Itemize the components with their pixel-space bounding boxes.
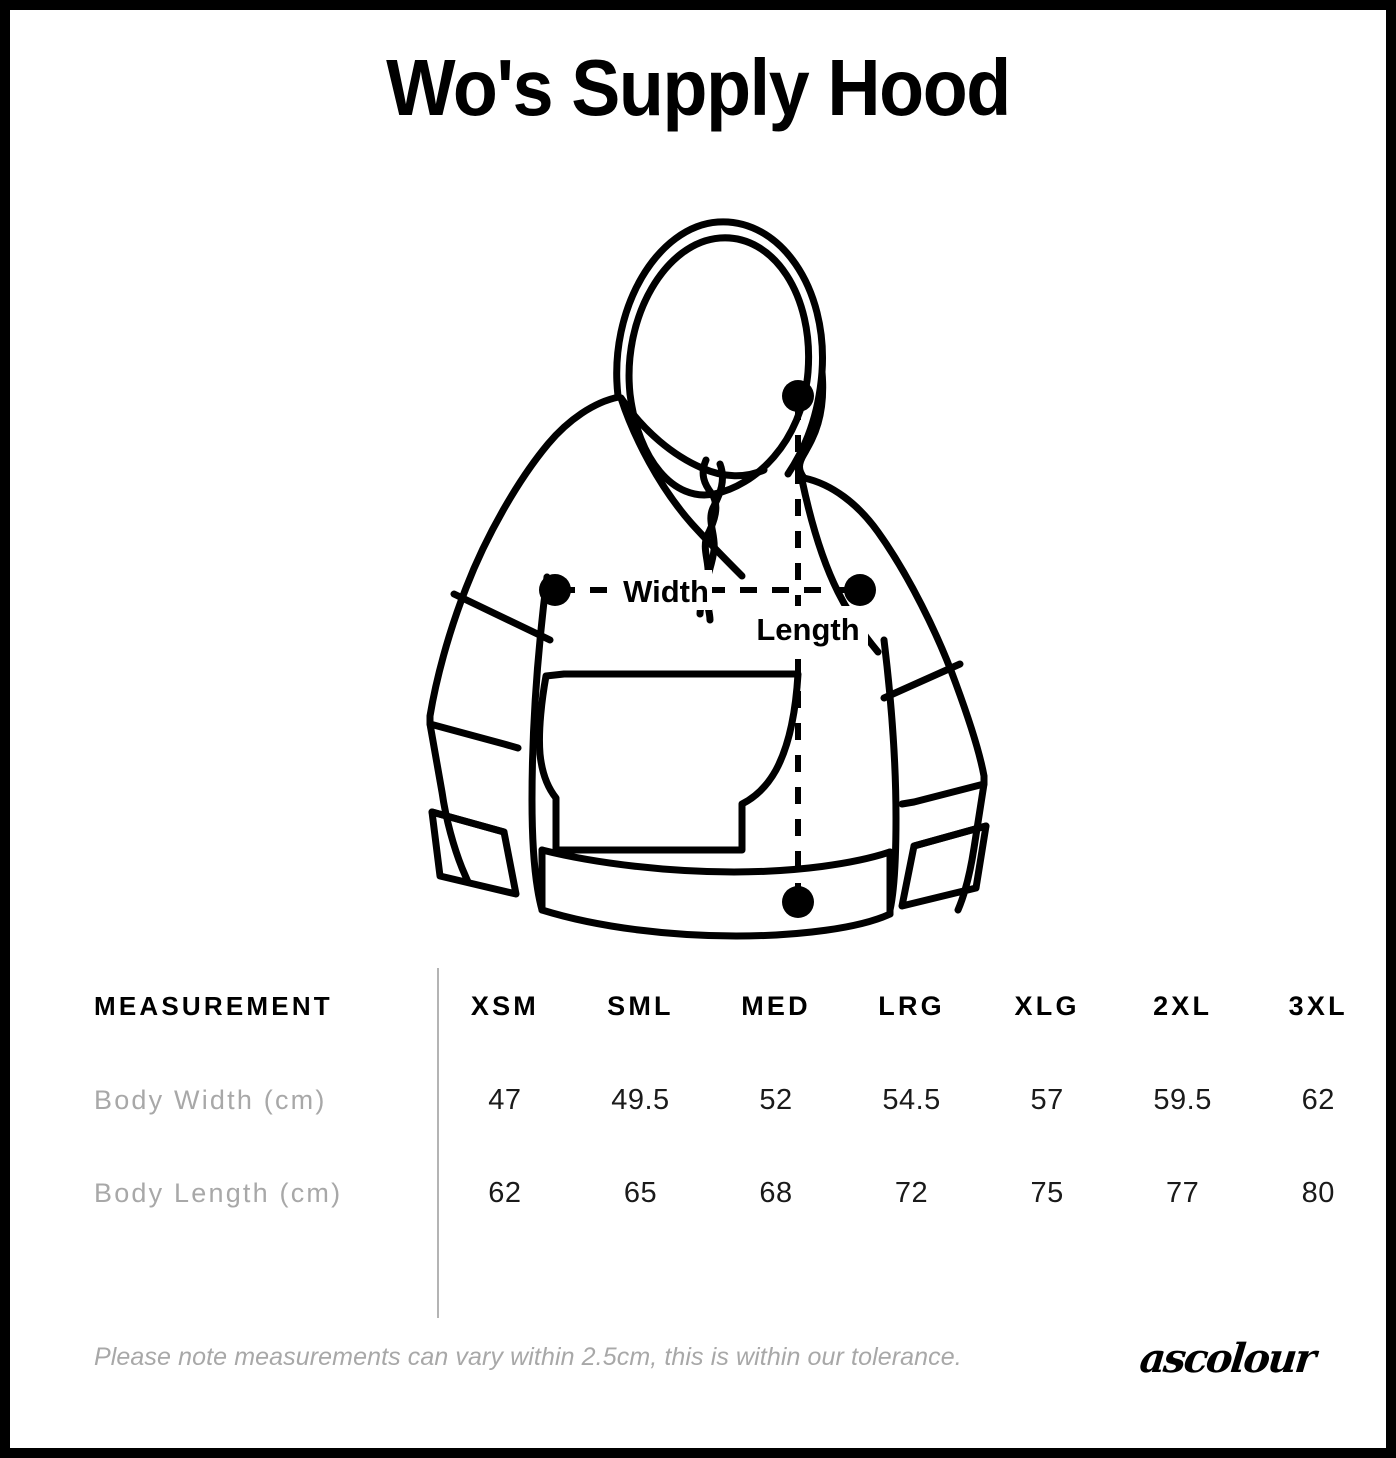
dot-armhole-left — [539, 574, 571, 606]
body-right-outline-path — [800, 474, 988, 808]
body-right-side-path — [880, 636, 900, 914]
cell-body-width-lrg: 54.5 — [882, 1084, 941, 1116]
dot-hem-bottom — [782, 886, 814, 918]
table-header-row: MEASUREMENT XSM SML MED LRG XLG 2XL 3XL — [10, 958, 1386, 1054]
left-sleeve-path — [426, 720, 472, 886]
hood-outer-path — [613, 218, 827, 478]
waistband-bottom-path — [538, 906, 894, 940]
column-header-xsm: XSM — [470, 990, 539, 1021]
hoodie-diagram: Width Length — [408, 188, 1028, 963]
length-label: Length — [756, 612, 859, 647]
column-header-med: MED — [741, 990, 811, 1021]
width-label-backdrop — [620, 570, 712, 610]
measurement-table-wrap: MEASUREMENT XSM SML MED LRG XLG 2XL 3XL … — [10, 958, 1386, 1328]
right-sleeve-path — [954, 780, 988, 914]
column-header-measurement: MEASUREMENT — [94, 990, 333, 1021]
cell-body-length-xsm: 62 — [488, 1177, 522, 1209]
dot-armhole-right — [844, 574, 876, 606]
raglan-seam-left-path — [617, 394, 746, 580]
cell-body-width-xlg: 57 — [1030, 1084, 1064, 1116]
right-shoulder-detail-path — [880, 660, 964, 702]
body-outline-path — [426, 393, 623, 752]
table-row: Body Length (cm) 62 65 68 72 75 77 80 — [10, 1147, 1386, 1240]
size-chart-table: MEASUREMENT XSM SML MED LRG XLG 2XL 3XL … — [10, 958, 1386, 1240]
column-header-2xl: 2XL — [1153, 990, 1213, 1021]
right-cuff-top-line — [910, 822, 990, 850]
cell-body-length-lrg: 72 — [894, 1177, 929, 1209]
table-vertical-divider — [437, 968, 439, 1318]
cell-body-length-xlg: 75 — [1030, 1177, 1064, 1209]
column-header-sml: SML — [607, 990, 674, 1021]
cell-body-width-xsm: 47 — [488, 1084, 522, 1116]
dot-shoulder-top — [782, 380, 814, 412]
width-label: Width — [623, 574, 709, 609]
ascolour-logo: ascolour — [1137, 1335, 1317, 1382]
row-label-body-length: Body Length (cm) — [94, 1178, 343, 1208]
cell-body-length-med: 68 — [759, 1177, 793, 1209]
cell-body-length-2xl: 77 — [1166, 1177, 1200, 1209]
footer: Please note measurements can vary within… — [10, 1335, 1386, 1405]
left-shoulder-detail-path — [450, 590, 554, 644]
hood-inner-path — [625, 234, 813, 499]
cell-body-width-2xl: 59.5 — [1153, 1084, 1212, 1116]
size-chart-card: Wo's Supply Hood — [10, 10, 1386, 1448]
cell-body-width-3xl: 62 — [1301, 1084, 1335, 1116]
row-label-body-width: Body Width (cm) — [94, 1085, 327, 1115]
column-header-3xl: 3XL — [1288, 990, 1348, 1021]
column-header-xlg: XLG — [1014, 990, 1080, 1021]
cell-body-width-sml: 49.5 — [611, 1084, 670, 1116]
kangaroo-pocket-path — [535, 670, 802, 854]
tolerance-note: Please note measurements can vary within… — [94, 1343, 962, 1371]
measurement-dots-group — [539, 380, 876, 918]
left-cuff-top-line — [428, 808, 508, 836]
column-header-lrg: LRG — [878, 990, 945, 1021]
cell-body-length-sml: 65 — [623, 1177, 658, 1209]
measurement-labels-group: Width Length — [620, 570, 868, 648]
length-label-backdrop — [748, 606, 868, 648]
page-title: Wo's Supply Hood — [386, 43, 1011, 132]
table-row: Body Width (cm) 47 49.5 52 54.5 57 59.5 … — [10, 1054, 1386, 1147]
waistband-top-path — [538, 846, 894, 876]
cell-body-width-med: 52 — [759, 1084, 793, 1116]
cell-body-length-3xl: 80 — [1301, 1177, 1335, 1209]
